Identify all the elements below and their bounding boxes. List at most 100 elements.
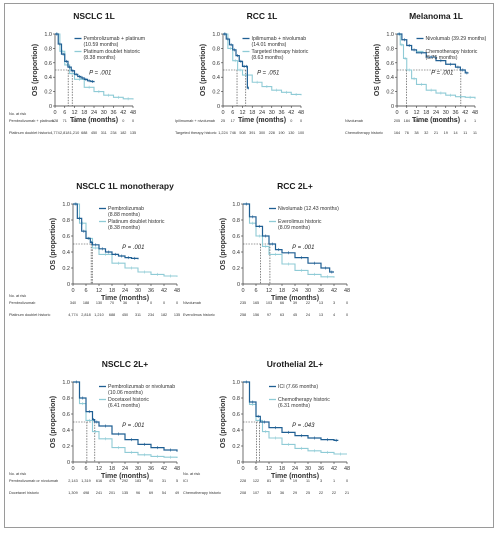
x-tick-label: 42 [288,110,294,116]
x-tick-label: 18 [109,288,115,294]
y-axis-label: OS (proportion) [32,44,39,96]
risk-value: 1,309 [68,491,78,495]
x-axis-label: Time (months) [70,117,118,124]
risk-value: 208 [240,491,246,495]
legend-label-line: (6.41 months) [108,403,140,409]
y-tick-label: 0 [217,104,220,110]
risk-value: 228 [240,479,246,483]
y-tick-label: 0 [49,104,52,110]
legend-label-line: Chemotherapy historic [426,49,478,55]
x-tick-label: 30 [101,110,107,116]
risk-value: 70 [110,301,114,305]
risk-value: 21 [345,491,349,495]
km-curve-dark [243,381,339,441]
p-value: P = .001 [122,423,144,429]
x-tick-label: 6 [231,110,234,116]
y-tick-label: 1.0 [212,32,220,38]
risk-value: 49 [175,491,179,495]
x-axis-label: Time (months) [271,295,319,302]
risk-row-label: Platinum doublet historic [9,313,50,317]
risk-value: 0 [261,119,263,123]
risk-value: 391 [249,131,255,135]
risk-value: 14 [453,131,457,135]
risk-value: 182 [161,313,167,317]
risk-value: 0 [346,479,348,483]
y-tick-label: 0.2 [62,444,70,450]
risk-value: 2 [93,119,95,123]
risk-value: 23 [434,119,438,123]
y-tick-label: 0.4 [232,250,240,256]
y-tick-label: 0.2 [232,444,240,450]
p-value: P = .001 [292,245,314,251]
x-tick-label: 36 [278,110,284,116]
panel-title: RCC 1L [247,11,278,21]
risk-value: 2,143 [68,479,78,483]
legend-label-line: (10.59 months) [84,42,119,48]
x-tick-label: 48 [298,110,304,116]
risk-value: 63 [414,119,418,123]
x-tick-label: 12 [96,288,102,294]
y-tick-label: 0.6 [62,234,70,240]
risk-value: 498 [83,491,89,495]
panel-title: NSCLC 2L+ [102,359,149,369]
risk-value: 234 [110,131,116,135]
risk-value: 4,774 [50,131,60,135]
x-tick-label: 42 [120,110,126,116]
risk-value: 183 [135,479,141,483]
risk-value: 22 [319,491,323,495]
km-curve-dark [73,203,139,260]
legend-label: Everolimus historic (8.09 months) [278,219,322,231]
risk-value: 4,774 [68,313,78,317]
risk-row-label: Pembrolizumab [9,301,35,305]
y-tick-label: 1.0 [62,202,70,208]
y-axis-label: OS (proportion) [200,44,207,96]
risk-value: 22 [332,491,336,495]
risk-value: 205 [394,119,400,123]
x-tick-label: 12 [266,288,272,294]
x-tick-label: 18 [109,466,115,472]
y-tick-label: 0.8 [44,46,52,52]
km-curve-dark [243,203,334,273]
km-panel: NSCLC 2L+ 0 6 12 18 24 30 36 42 48 0 0.2 0.4 0.6 0.8 1.… [9,359,180,495]
x-tick-label: 24 [292,466,298,472]
x-tick-label: 30 [269,110,275,116]
x-tick-label: 42 [331,288,337,294]
risk-value: 11 [463,131,467,135]
risk-value: 241 [96,491,102,495]
risk-value: 128 [52,119,58,123]
legend-label-line: (8.88 months) [108,212,140,218]
risk-value: 5 [137,301,139,305]
y-tick-label: 0 [67,282,70,288]
legend-label-line: (8.09 months) [278,225,310,231]
risk-value: 4 [464,119,466,123]
p-value: P = .001 [122,245,144,251]
risk-value: 97 [267,313,271,317]
x-tick-label: 12 [71,110,77,116]
panel-title: NSCLC 1L [73,11,115,21]
legend-label: Ipilimumab + nivolumab (14.01 months) [252,36,307,48]
risk-value: 22 [306,301,310,305]
legend-label: Pembrolizumab or nivolumab (10.06 months) [108,384,175,396]
panel-title: NSCLC 1L monotherapy [76,181,174,191]
legend-label: Chemotherapy historic (6.31 months) [278,397,330,409]
km-figure: NSCLC 1L 0 6 12 18 24 30 36 42 48 0 0.2 0.4 0.6 0.8 1.0… [4,3,494,528]
x-tick-label: 36 [110,110,116,116]
risk-value: 182 [120,131,126,135]
y-tick-label: 0.6 [232,412,240,418]
x-tick-label: 36 [318,466,324,472]
risk-value: 69 [149,491,153,495]
x-tick-label: 0 [241,288,244,294]
risk-value: 103 [266,301,272,305]
risk-value: 311 [101,131,107,135]
risk-value: 0 [280,119,282,123]
legend-label-line: Platinum doublet historic [84,49,141,55]
x-tick-label: 18 [279,466,285,472]
risk-value: 90 [149,479,153,483]
risk-value: 2,818 [60,131,70,135]
km-figure-svg: NSCLC 1L0 6 12 18 24 30 36 42 4800.20.40.60.81.0… [9,11,487,495]
x-tick-label: 24 [433,110,439,116]
panel-title: Melanoma 1L [409,11,463,21]
risk-value: 1,210 [94,313,104,317]
y-tick-label: 1.0 [44,32,52,38]
risk-value: 21 [434,131,438,135]
